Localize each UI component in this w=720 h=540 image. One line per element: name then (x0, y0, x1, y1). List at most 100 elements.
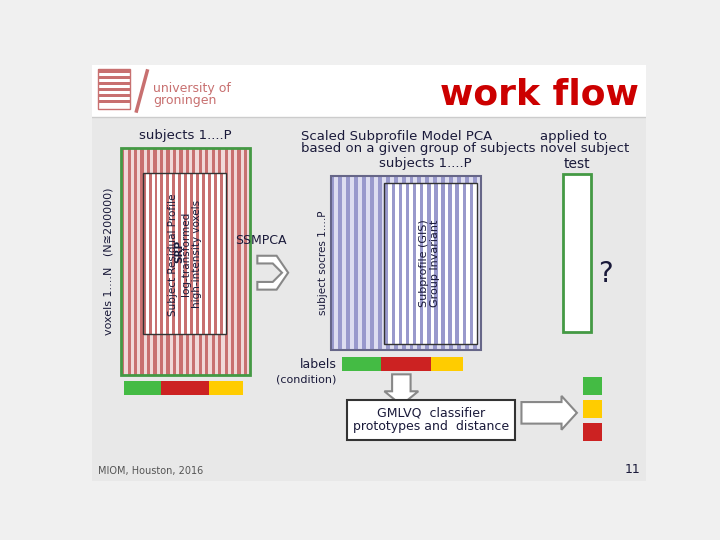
Bar (92, 117, 647, 481)
Bar (445, 183, 449, 343)
Bar (202, 148, 205, 375)
Bar (392, 183, 395, 343)
Bar (244, 148, 247, 375)
Bar (195, 148, 199, 375)
Text: log-transformed: log-transformed (181, 211, 191, 295)
Polygon shape (384, 374, 418, 405)
Bar (362, 177, 366, 350)
Bar (382, 177, 386, 350)
Bar (98, 70, 130, 110)
Bar (416, 183, 420, 343)
Bar (390, 177, 394, 350)
Text: subject socres 1....P: subject socres 1....P (318, 211, 328, 315)
Bar (127, 148, 131, 375)
Bar (388, 183, 392, 343)
Bar (166, 173, 169, 334)
Bar (161, 173, 163, 334)
Bar (402, 183, 406, 343)
Bar (98, 76, 130, 79)
Bar (374, 177, 378, 350)
Bar (134, 148, 138, 375)
Bar (418, 177, 421, 350)
Bar (212, 148, 215, 375)
Bar (427, 183, 431, 343)
Bar (445, 177, 449, 350)
Bar (420, 183, 423, 343)
Text: voxels 1....N   (N≊200000): voxels 1....N (N≊200000) (104, 188, 114, 335)
Bar (179, 148, 182, 375)
Bar (161, 381, 209, 395)
Bar (378, 177, 382, 350)
Bar (208, 148, 212, 375)
Bar (166, 148, 170, 375)
Bar (192, 148, 195, 375)
Bar (438, 183, 441, 343)
Text: SRP: SRP (174, 240, 184, 264)
Bar (384, 183, 477, 343)
Bar (225, 148, 228, 375)
Bar (153, 148, 157, 375)
Bar (157, 148, 160, 375)
Bar (190, 173, 193, 334)
Bar (338, 177, 342, 350)
Text: MIOM, Houston, 2016: MIOM, Houston, 2016 (98, 466, 203, 476)
Bar (176, 148, 179, 375)
Bar (330, 177, 481, 350)
Bar (370, 177, 374, 350)
Bar (147, 148, 150, 375)
Bar (384, 183, 388, 343)
Bar (145, 173, 148, 334)
Text: subjects 1....P: subjects 1....P (140, 129, 232, 142)
Bar (406, 183, 409, 343)
Bar (231, 148, 234, 375)
Bar (441, 183, 445, 343)
Bar (413, 177, 418, 350)
Bar (179, 173, 181, 334)
Bar (173, 148, 176, 375)
Bar (346, 177, 350, 350)
Bar (421, 177, 426, 350)
Bar (181, 173, 184, 334)
Bar (144, 148, 147, 375)
Bar (140, 148, 144, 375)
Bar (394, 177, 397, 350)
Text: prototypes and  distance: prototypes and distance (354, 420, 510, 433)
Text: based on a given group of subjects: based on a given group of subjects (301, 142, 536, 155)
Bar (169, 173, 172, 334)
Bar (426, 177, 429, 350)
Bar (330, 177, 335, 350)
Bar (441, 177, 445, 350)
Bar (449, 177, 453, 350)
Bar (348, 400, 516, 440)
Bar (473, 177, 477, 350)
Text: test: test (564, 157, 590, 171)
Bar (138, 148, 140, 375)
Bar (184, 173, 187, 334)
Text: SSMPCA: SSMPCA (235, 234, 287, 247)
Bar (98, 70, 130, 72)
Bar (125, 148, 127, 375)
Bar (143, 173, 145, 334)
Bar (163, 173, 166, 334)
Bar (469, 183, 473, 343)
Bar (459, 183, 462, 343)
Bar (196, 173, 199, 334)
Bar (98, 100, 130, 103)
Bar (461, 177, 465, 350)
Text: Subject Residual Profile: Subject Residual Profile (168, 191, 179, 316)
Bar (238, 148, 240, 375)
Bar (211, 173, 214, 334)
Polygon shape (521, 396, 577, 430)
Bar (220, 173, 222, 334)
Bar (98, 88, 130, 91)
Bar (234, 148, 238, 375)
Bar (397, 177, 402, 350)
Text: labels: labels (300, 358, 337, 371)
Bar (457, 177, 461, 350)
Text: (condition): (condition) (276, 374, 337, 384)
Bar (410, 177, 413, 350)
Bar (402, 177, 405, 350)
Text: novel subject: novel subject (540, 142, 629, 155)
Bar (228, 148, 231, 375)
Bar (342, 357, 381, 372)
